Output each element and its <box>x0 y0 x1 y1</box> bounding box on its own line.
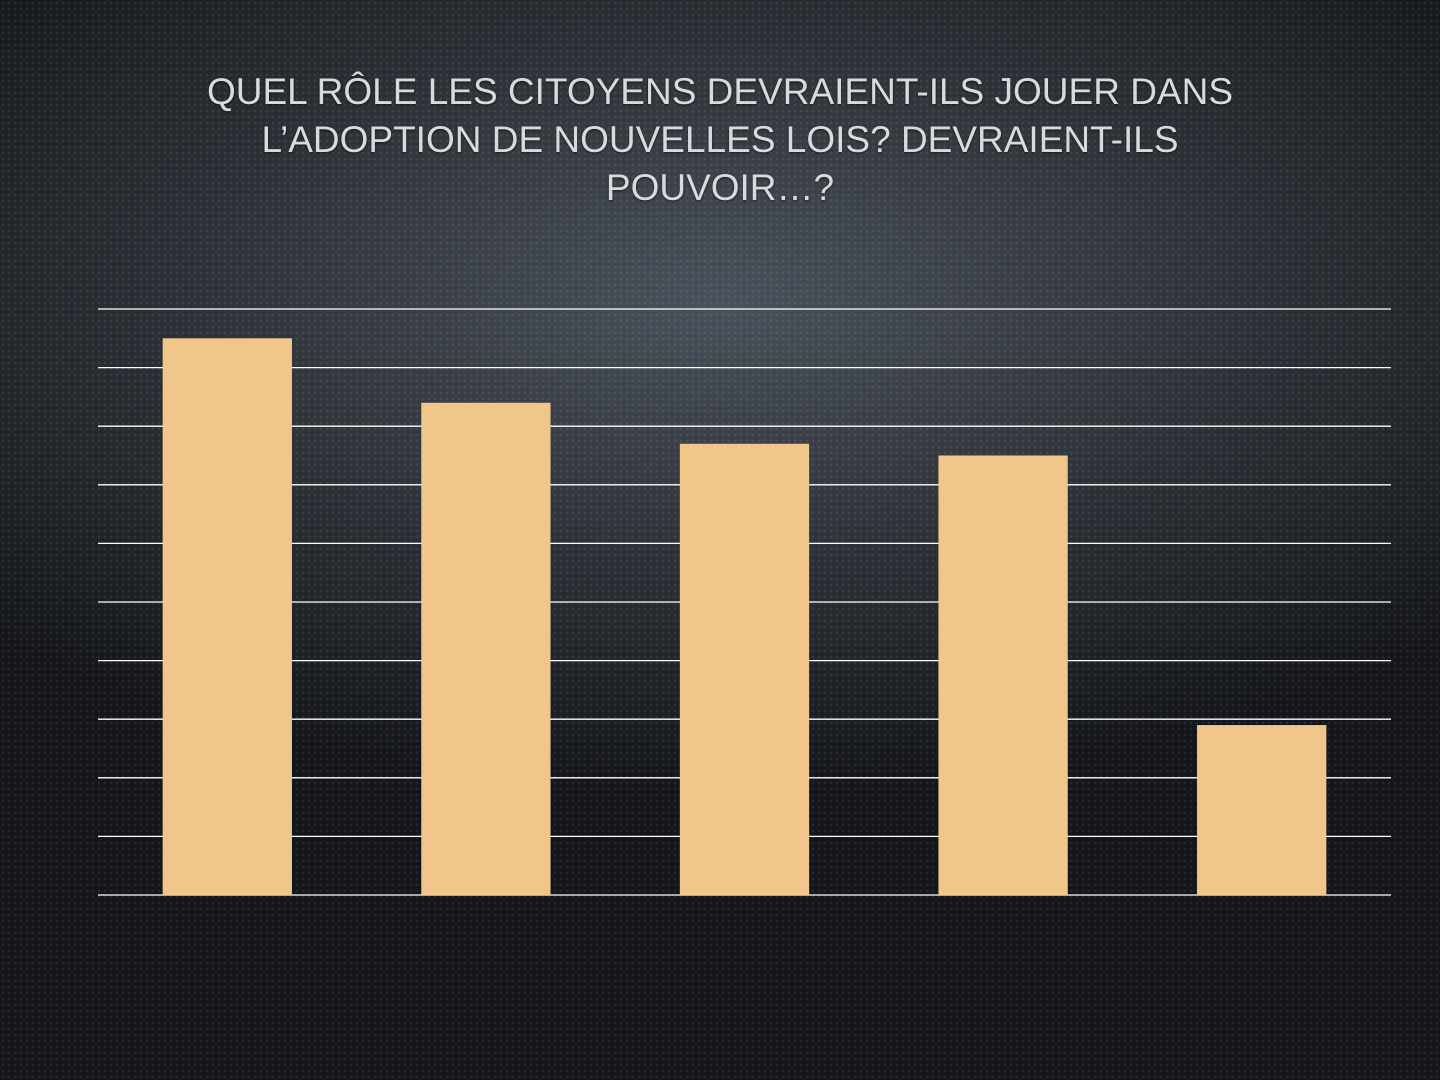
bar <box>938 455 1068 895</box>
bar <box>162 338 292 895</box>
bar <box>1197 725 1327 895</box>
bar <box>679 443 810 895</box>
chart-title: QUEL RÔLE LES CITOYENS DEVRAIENT-ILS JOU… <box>207 71 1233 208</box>
bar <box>421 402 551 895</box>
